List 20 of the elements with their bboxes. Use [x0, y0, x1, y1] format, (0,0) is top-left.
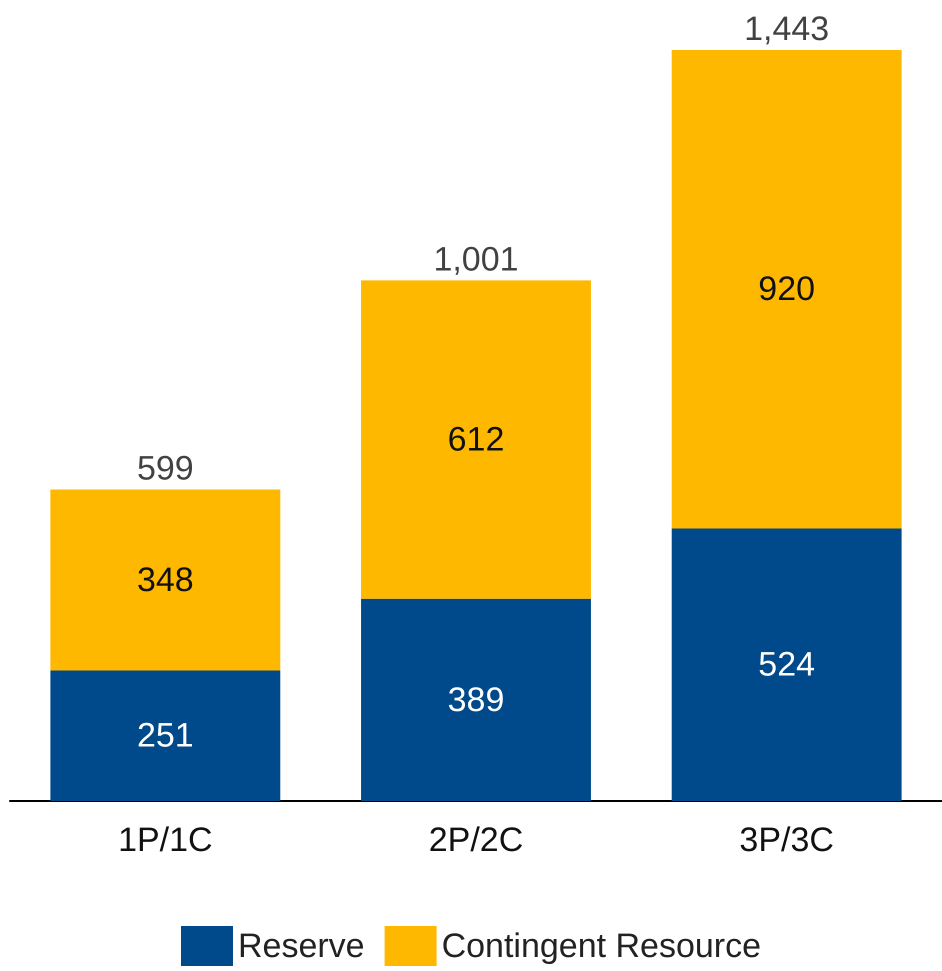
- bar: [361, 280, 591, 599]
- x-tick-label: 1P/1C: [118, 821, 213, 859]
- data-label: 389: [448, 680, 504, 719]
- total-label: 1,443: [744, 10, 830, 48]
- bar: [50, 489, 280, 670]
- bar: [361, 598, 591, 801]
- data-label: 251: [136, 716, 194, 755]
- data-label: 524: [758, 646, 816, 684]
- bar: [672, 50, 902, 528]
- bar: [50, 670, 280, 801]
- bar: [672, 528, 902, 801]
- legend-label: Contingent Resource: [442, 927, 762, 965]
- x-tick-label: 2P/2C: [428, 821, 524, 859]
- total-label: 1,001: [433, 240, 519, 278]
- legend-label: Reserve: [238, 927, 365, 965]
- total-label: 599: [136, 449, 194, 488]
- data-label: 612: [448, 420, 504, 459]
- data-label: 920: [758, 270, 816, 308]
- data-label: 348: [136, 560, 194, 599]
- x-tick-label: 3P/3C: [739, 821, 834, 859]
